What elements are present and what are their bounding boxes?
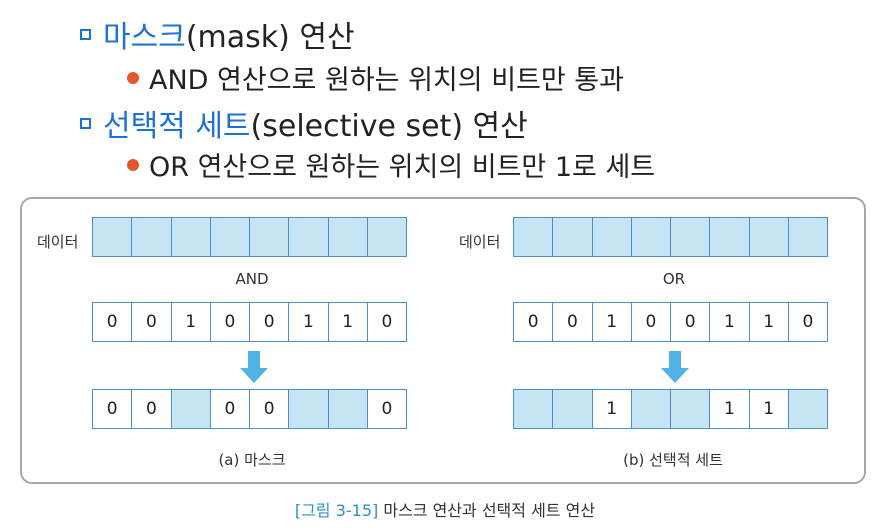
bullet-mask-title: 마스크 (mask) 연산 — [80, 12, 355, 56]
left-operator-label: AND — [235, 270, 269, 288]
data-cell — [748, 217, 789, 257]
result-bit-cell: 0 — [249, 389, 290, 429]
figure-title: 마스크 연산과 선택적 세트 연산 — [383, 501, 596, 520]
result-bit-cell — [630, 389, 671, 429]
set-title-rest: (selective set) 연산 — [250, 109, 528, 144]
data-cell — [630, 217, 671, 257]
dot-bullet-icon — [127, 158, 139, 171]
mask-bit-cell: 0 — [366, 302, 407, 342]
mask-bit-cell: 0 — [552, 302, 593, 342]
data-cell — [131, 217, 172, 257]
data-cell — [591, 217, 632, 257]
left-caption: (a) 마스크 — [218, 451, 286, 469]
result-bit-cell: 0 — [131, 389, 172, 429]
data-cell — [288, 217, 329, 257]
mask-desc-text: AND 연산으로 원하는 위치의 비트만 통과 — [149, 65, 624, 96]
result-bit-cell — [552, 389, 593, 429]
dot-bullet-icon — [127, 71, 139, 84]
mask-bit-cell: 1 — [170, 302, 211, 342]
result-bit-cell — [787, 389, 828, 429]
data-cell — [513, 217, 554, 257]
result-bit-cell — [327, 389, 368, 429]
mask-title-highlight: 마스크 — [103, 20, 186, 55]
result-bit-cell — [670, 389, 711, 429]
mask-title-rest: (mask) 연산 — [185, 20, 355, 55]
mask-bit-cell: 1 — [748, 302, 789, 342]
data-cell — [249, 217, 290, 257]
mask-bit-cell: 0 — [787, 302, 828, 342]
left-mask-row: 0 0 1 0 0 1 1 0 — [92, 302, 407, 342]
bullet-mask-desc: AND 연산으로 원하는 위치의 비트만 통과 — [127, 58, 624, 97]
down-arrow-icon — [661, 351, 689, 383]
right-caption: (b) 선택적 세트 — [623, 451, 723, 469]
data-cell — [92, 217, 133, 257]
right-mask-row: 0 0 1 0 0 1 1 0 — [513, 302, 828, 342]
mask-bit-cell: 1 — [709, 302, 750, 342]
down-arrow-icon — [240, 351, 268, 383]
data-cell — [209, 217, 250, 257]
mask-bit-cell: 0 — [131, 302, 172, 342]
result-bit-cell: 1 — [591, 389, 632, 429]
square-bullet-icon — [80, 28, 91, 40]
figure-number: [그림 3-15] — [294, 501, 379, 520]
data-cell — [709, 217, 750, 257]
left-result-row: 0 0 0 0 0 — [92, 389, 407, 429]
data-cell — [170, 217, 211, 257]
mask-bit-cell: 1 — [327, 302, 368, 342]
figure-caption: [그림 3-15] 마스크 연산과 선택적 세트 연산 — [0, 497, 890, 521]
set-title-highlight: 선택적 세트 — [103, 109, 251, 144]
right-data-label: 데이터 — [459, 233, 501, 251]
result-bit-cell — [170, 389, 211, 429]
mask-bit-cell: 1 — [591, 302, 632, 342]
result-bit-cell: 1 — [709, 389, 750, 429]
diagram-panel: 데이터 AND 0 0 1 0 0 1 1 0 0 0 0 0 0 (a) 마스… — [20, 197, 866, 484]
data-cell — [787, 217, 828, 257]
data-cell — [327, 217, 368, 257]
result-bit-cell — [288, 389, 329, 429]
mask-bit-cell: 0 — [670, 302, 711, 342]
result-bit-cell: 0 — [209, 389, 250, 429]
bullet-set-desc: OR 연산으로 원하는 위치의 비트만 1로 세트 — [127, 145, 655, 184]
result-bit-cell: 0 — [92, 389, 133, 429]
result-bit-cell: 0 — [366, 389, 407, 429]
mask-bit-cell: 0 — [92, 302, 133, 342]
mask-bit-cell: 0 — [630, 302, 671, 342]
right-operator-label: OR — [662, 270, 686, 288]
data-cell — [670, 217, 711, 257]
bullet-set-title: 선택적 세트 (selective set) 연산 — [80, 101, 528, 145]
mask-bit-cell: 0 — [513, 302, 554, 342]
result-bit-cell — [513, 389, 554, 429]
result-bit-cell: 1 — [748, 389, 789, 429]
data-cell — [552, 217, 593, 257]
data-cell — [366, 217, 407, 257]
right-data-row — [513, 217, 828, 257]
mask-bit-cell: 0 — [249, 302, 290, 342]
mask-bit-cell: 1 — [288, 302, 329, 342]
set-desc-text: OR 연산으로 원하는 위치의 비트만 1로 세트 — [149, 152, 656, 183]
right-result-row: 1 1 1 — [513, 389, 828, 429]
left-data-label: 데이터 — [37, 233, 79, 251]
mask-bit-cell: 0 — [209, 302, 250, 342]
left-data-row — [92, 217, 407, 257]
square-bullet-icon — [80, 117, 91, 129]
